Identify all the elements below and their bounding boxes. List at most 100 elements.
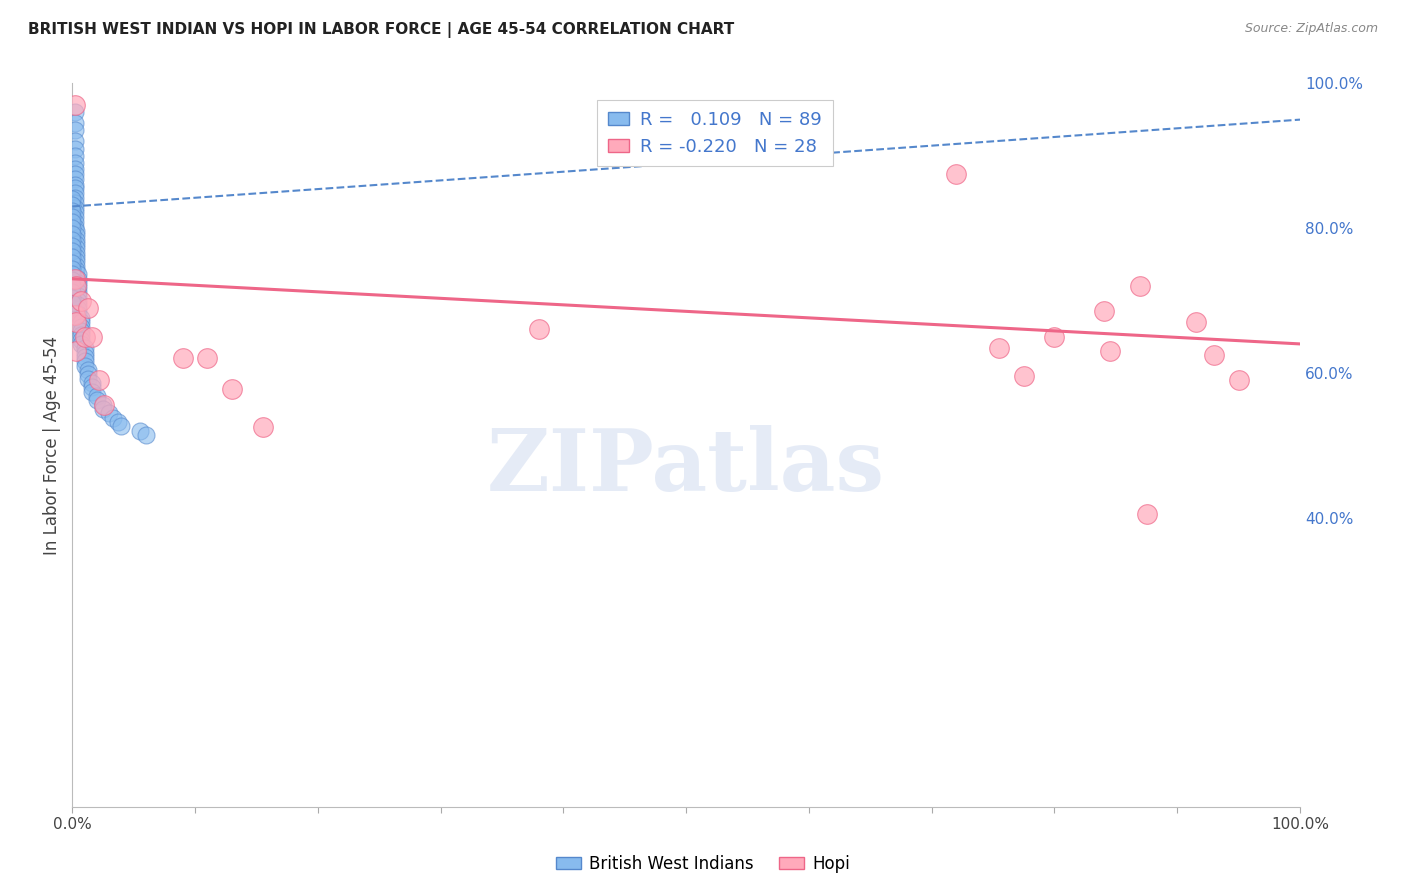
Point <box>110 419 132 434</box>
Point <box>63 167 86 181</box>
Point <box>91 398 114 412</box>
Point <box>65 250 87 264</box>
Point <box>63 172 86 186</box>
Point <box>252 420 274 434</box>
Point <box>77 371 100 385</box>
Point <box>1135 507 1157 521</box>
Point <box>60 256 83 270</box>
Point <box>80 329 103 343</box>
Point <box>73 329 96 343</box>
Point <box>63 161 86 176</box>
Point <box>89 373 111 387</box>
Point <box>69 324 91 338</box>
Point <box>63 201 86 215</box>
Point <box>172 351 194 366</box>
Point <box>67 293 90 308</box>
Point <box>77 301 100 315</box>
Point <box>67 298 90 312</box>
Point <box>67 276 90 290</box>
Point <box>80 380 103 394</box>
Point <box>63 142 86 156</box>
Point <box>73 350 96 364</box>
Point <box>65 344 87 359</box>
Point <box>69 293 91 308</box>
Point <box>60 215 83 229</box>
Point <box>67 285 90 299</box>
Y-axis label: In Labor Force | Age 45-54: In Labor Force | Age 45-54 <box>44 335 60 555</box>
Point <box>65 241 87 255</box>
Point <box>73 341 96 355</box>
Point <box>80 384 103 399</box>
Point <box>1092 304 1115 318</box>
Point <box>69 315 91 329</box>
Point <box>527 322 550 336</box>
Point <box>77 363 100 377</box>
Point <box>101 410 124 425</box>
Point <box>60 285 83 299</box>
Point <box>69 328 91 343</box>
Point <box>65 245 87 260</box>
Point <box>77 368 100 382</box>
Point <box>60 221 83 235</box>
Point <box>65 237 87 252</box>
Point <box>60 250 83 264</box>
Point <box>1227 373 1250 387</box>
Point <box>63 156 86 170</box>
Point <box>1098 344 1121 359</box>
Point <box>60 192 83 206</box>
Text: BRITISH WEST INDIAN VS HOPI IN LABOR FORCE | AGE 45-54 CORRELATION CHART: BRITISH WEST INDIAN VS HOPI IN LABOR FOR… <box>28 22 734 38</box>
Point <box>65 259 87 273</box>
Point <box>63 149 86 163</box>
Point <box>73 354 96 368</box>
Point <box>128 424 150 438</box>
Point <box>65 279 87 293</box>
Point <box>63 219 86 234</box>
Point <box>67 272 90 286</box>
Point <box>63 191 86 205</box>
Point <box>67 306 90 320</box>
Point <box>69 319 91 334</box>
Point <box>63 181 86 195</box>
Point <box>1043 329 1066 343</box>
Point <box>86 389 108 403</box>
Point <box>67 289 90 303</box>
Point <box>63 123 86 137</box>
Point <box>63 116 86 130</box>
Point <box>98 406 121 420</box>
Legend: R =   0.109   N = 89, R = -0.220   N = 28: R = 0.109 N = 89, R = -0.220 N = 28 <box>598 100 832 167</box>
Point <box>60 273 83 287</box>
Point <box>67 280 90 294</box>
Point <box>1184 315 1206 329</box>
Point <box>91 402 114 417</box>
Point <box>93 399 115 413</box>
Point <box>60 238 83 252</box>
Point <box>65 234 87 248</box>
Point <box>1202 348 1225 362</box>
Point <box>60 233 83 247</box>
Point <box>73 345 96 359</box>
Point <box>63 134 86 148</box>
Point <box>63 195 86 210</box>
Point <box>63 308 86 322</box>
Point <box>60 261 83 276</box>
Point <box>107 415 129 429</box>
Point <box>73 359 96 373</box>
Legend: British West Indians, Hopi: British West Indians, Hopi <box>550 848 856 880</box>
Point <box>60 203 83 218</box>
Point <box>63 205 86 219</box>
Point <box>195 351 218 366</box>
Point <box>63 272 86 286</box>
Point <box>69 333 91 347</box>
Point <box>60 210 83 224</box>
Point <box>60 198 83 212</box>
Point <box>67 268 90 282</box>
Point <box>65 315 87 329</box>
Point <box>86 393 108 408</box>
Point <box>65 224 87 238</box>
Text: ZIPatlas: ZIPatlas <box>486 425 886 509</box>
Point <box>60 268 83 282</box>
Point <box>945 167 967 181</box>
Point <box>65 263 87 277</box>
Point <box>1129 279 1152 293</box>
Point <box>67 302 90 317</box>
